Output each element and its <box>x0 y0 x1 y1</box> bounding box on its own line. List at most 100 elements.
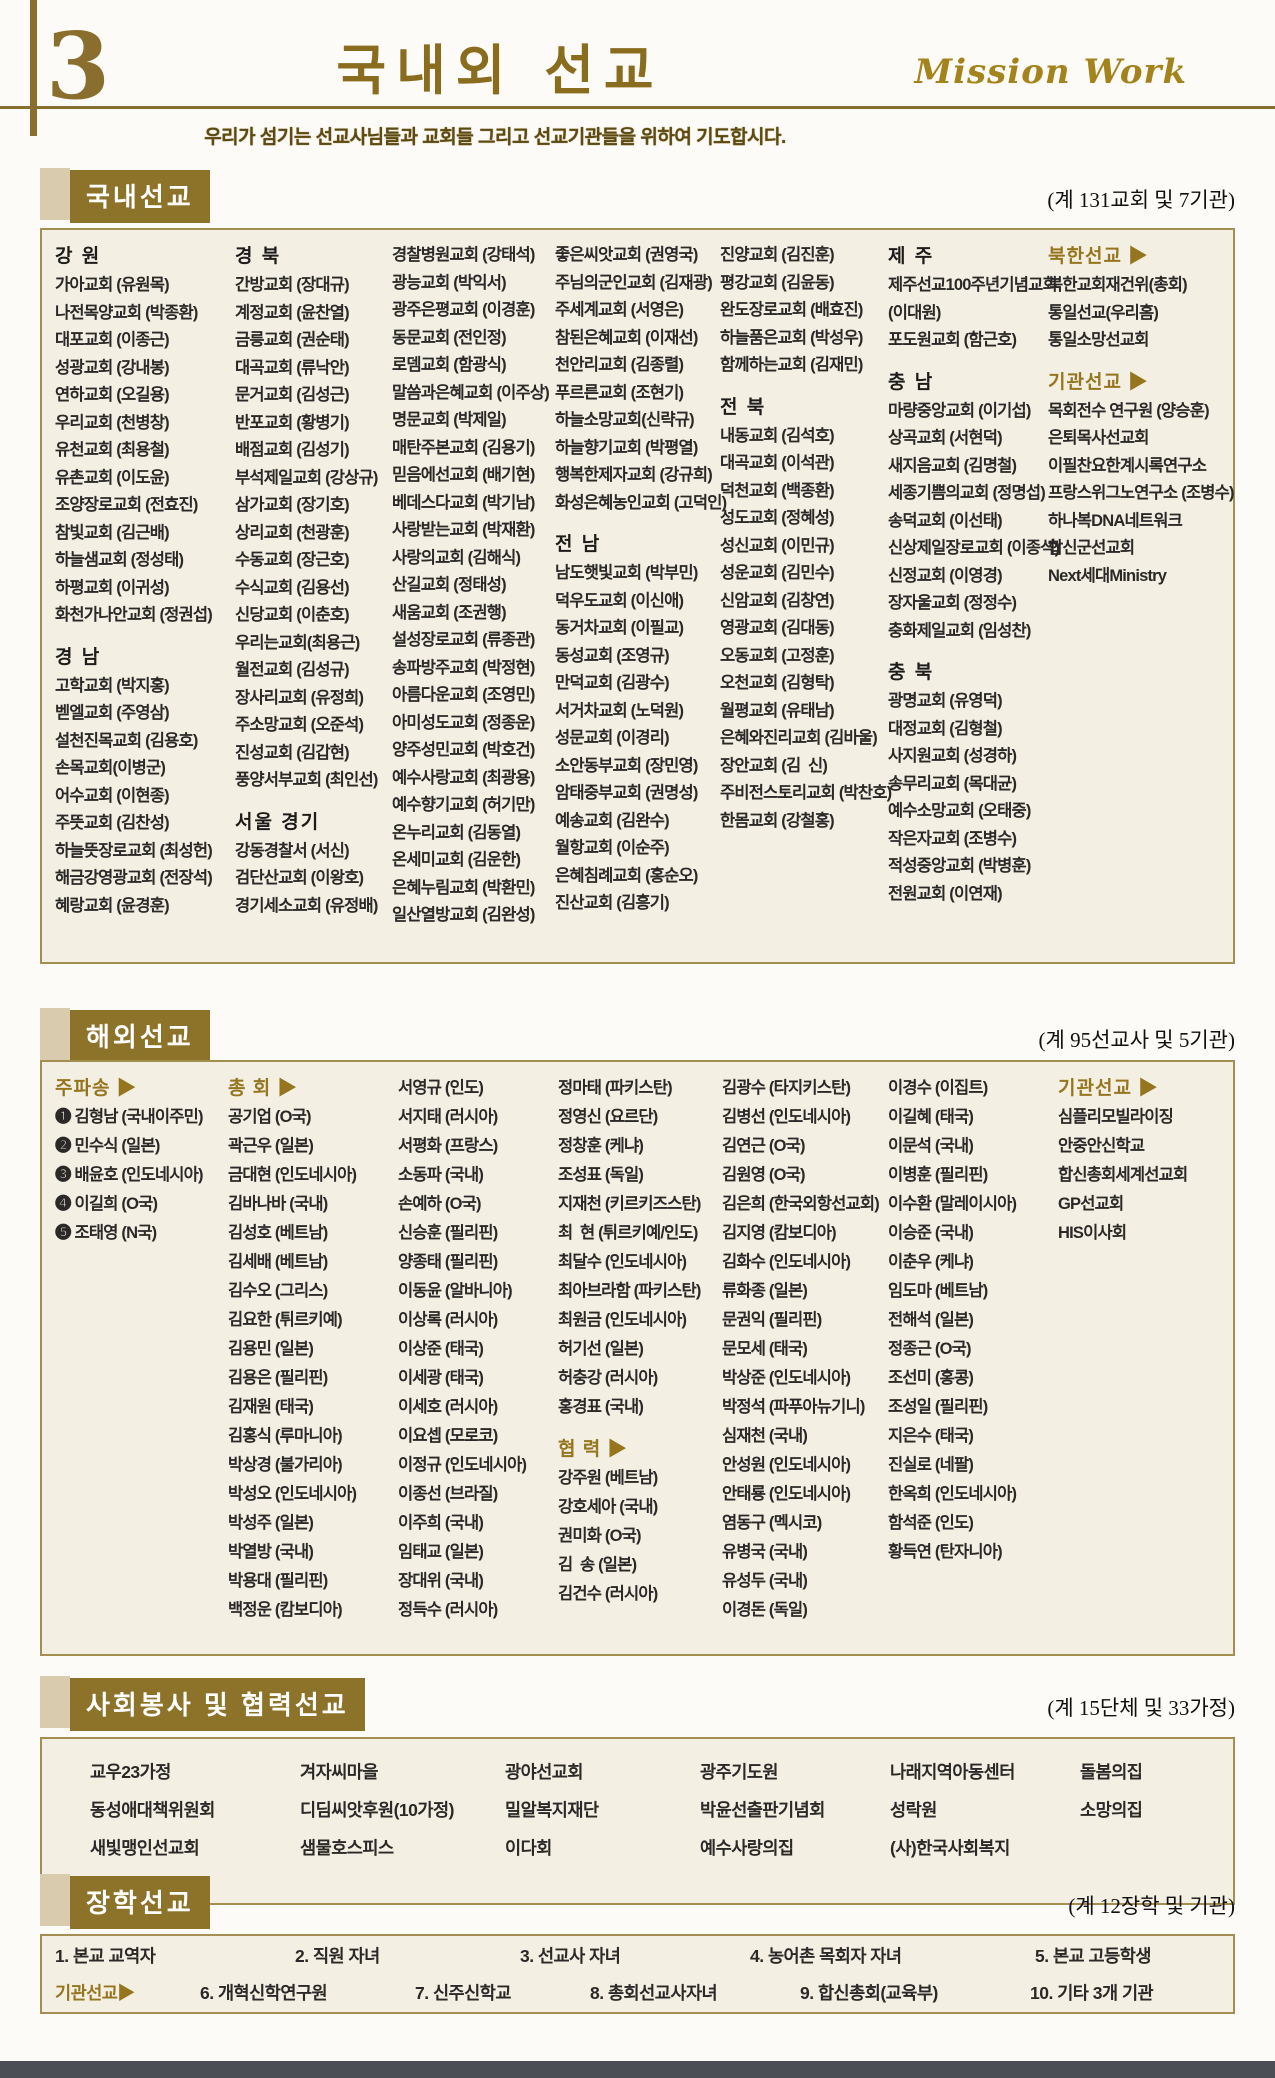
list-item: 김원영 (O국) <box>722 1166 806 1184</box>
list-item: 김홍식 (루마니아) <box>228 1427 343 1445</box>
list-item: 북한교회재건위(총회) <box>1048 276 1188 294</box>
list-group: 나래지역아동센터 성락원 (사)한국사회복지 <box>890 1753 1080 1867</box>
list-group: 기관선교 ▶ 목회전수 연구원 (양승훈) 은퇴목사선교회 이필찬요한계시록연구소 프랑… <box>1048 368 1235 591</box>
column: 광주기도원 박윤선출판기념회 예수사랑의집 <box>700 1753 890 1867</box>
group-header: 주파송 ▶ <box>55 1078 137 1099</box>
section-tab-decoration <box>40 168 70 220</box>
list-item: 홍경표 (국내) <box>558 1398 644 1416</box>
list-item: 박윤선출판기념회 <box>700 1800 825 1820</box>
group-header: 기관선교 ▶ <box>1058 1078 1159 1099</box>
list-group: 충 북 광명교회 (유영덕) 대정교회 (김형철) 사지원교회 (성경하) 송무리교회 … <box>888 658 1048 908</box>
list-item: 이상준 (태국) <box>398 1340 484 1358</box>
list-item: 덕우도교회 (이신애) <box>555 591 684 610</box>
list-item: 고학교회 (박지홍) <box>55 676 170 695</box>
list-group: 충 남 마량중앙교회 (이기섭) 상곡교회 (서현덕) 새지음교회 (김명철) 세종기쁨… <box>888 368 1060 646</box>
list-item: 일산열방교회 (김완성) <box>392 906 535 924</box>
list-item: 광명교회 (유영덕) <box>888 692 1003 710</box>
group-header: 제 주 <box>888 246 935 267</box>
group-header: 총 회 ▶ <box>228 1078 298 1099</box>
list-item: 하늘품은교회 (박성우) <box>720 328 863 347</box>
list-item: 김병선 (인도네시아) <box>722 1108 851 1126</box>
list-item: 박성오 (인도네시아) <box>228 1485 357 1503</box>
list-item: 유촌교회 (이도윤) <box>55 468 170 487</box>
list-item: 진산교회 (김흥기) <box>555 894 670 912</box>
list-item: 좋은씨앗교회 (권영국) <box>555 246 698 264</box>
list-item: 정영신 (요르단) <box>558 1108 658 1126</box>
list-item: 연하교회 (오길용) <box>55 386 170 404</box>
list-item: 프랑스위그노연구소 (조병수) <box>1048 484 1235 502</box>
list-item: 이종선 (브라질) <box>398 1485 498 1503</box>
list-item: 샘물호스피스 <box>300 1838 394 1858</box>
list-item: 성광교회 (강내봉) <box>55 358 170 377</box>
list-item: 해금강영광교회 (전장석) <box>55 869 213 887</box>
list-item: 대정교회 (김형철) <box>888 719 1003 738</box>
next-page-edge <box>0 2061 1275 2078</box>
list-item: 10. 기타 3개 기관 <box>1030 1983 1154 2003</box>
list-item: 공기업 (O국) <box>228 1108 312 1126</box>
list-item: 예수사랑의집 <box>700 1838 794 1858</box>
list-item: 안중안신학교 <box>1058 1137 1145 1155</box>
list-item: 오천교회 (김형탁) <box>720 674 835 692</box>
list-item: 조양장로교회 (전효진) <box>55 496 198 514</box>
list-item: 충화제일교회 (임성찬) <box>888 621 1031 640</box>
list-item: 참된은혜교회 (이재선) <box>555 328 698 347</box>
list-item: 2. 직원 자녀 <box>295 1946 380 1966</box>
list-item: 풍양서부교회 (최인선) <box>235 771 378 789</box>
list-item: 김연근 (O국) <box>722 1137 806 1155</box>
list-item: Next세대Ministry <box>1048 566 1167 585</box>
list-group: 김광수 (타지키스탄) 김병선 (인도네시아) 김연근 (O국) 김원영 (O국) 김은… <box>722 1074 888 1625</box>
list-item: 반포교회 (황병기) <box>235 413 350 432</box>
list-item: 이춘우 (케냐) <box>888 1253 974 1271</box>
list-item: ❹ 이길희 (O국) <box>55 1195 158 1213</box>
list-item: 아름다운교회 (조영민) <box>392 686 535 704</box>
list-item: 김화수 (인도네시아) <box>722 1253 851 1271</box>
page-title-english: Mission Work <box>914 52 1187 92</box>
list-item: 상곡교회 (서현덕) <box>888 429 1003 447</box>
list-item: 3. 선교사 자녀 <box>520 1946 621 1966</box>
list-item: ❷ 민수식 (일본) <box>55 1137 160 1155</box>
list-item: 교우23가정 <box>90 1762 171 1782</box>
list-item: 이병훈 (필리핀) <box>888 1166 988 1184</box>
list-item: 장사리교회 (유정희) <box>235 688 364 707</box>
list-item: 송무리교회 (목대균) <box>888 774 1017 793</box>
list-item: 적성중앙교회 (박병훈) <box>888 857 1031 875</box>
list-item: 겨자씨마을 <box>300 1762 379 1782</box>
list-item: 이경돈 (독일) <box>722 1601 808 1619</box>
list-item: 암태중부교회 (권명성) <box>555 784 698 802</box>
list-item: 사지원교회 (성경하) <box>888 747 1017 765</box>
group-header: 기관선교 ▶ <box>1048 371 1149 393</box>
list-item: 포도원교회 (함근호) <box>888 331 1017 349</box>
list-item: 예송교회 (김완수) <box>555 811 670 830</box>
list-item: 진성교회 (김갑현) <box>235 743 350 762</box>
list-item: 조선미 (홍콩) <box>888 1369 974 1387</box>
list-item: 경찰병원교회 (강태석) <box>392 246 535 264</box>
list-item: 대곡교회 (이석관) <box>720 454 835 472</box>
list-item: 박상경 (불가리아) <box>228 1456 343 1474</box>
list-item: 대포교회 (이종근) <box>55 331 170 349</box>
column: 북한선교 ▶ 북한교회재건위(총회) 통일선교(우리홈) 통일소망선교회 기관선교 ▶ 목… <box>1048 242 1235 591</box>
section-tab-decoration <box>40 1676 70 1728</box>
list-item: 화천가나안교회 (정권섭) <box>55 606 213 624</box>
list-item: 금대현 (인도네시아) <box>228 1166 357 1184</box>
list-item: 월전교회 (김성규) <box>235 661 350 679</box>
list-group: 경찰병원교회 (강태석) 광능교회 (박익서) 광주은평교회 (이경훈) 동문교회 (… <box>392 242 555 930</box>
list-item: 곽근우 (일본) <box>228 1137 314 1155</box>
list-item: 예수향기교회 (허기만) <box>392 796 535 814</box>
list-item: 산길교회 (정태성) <box>392 576 507 594</box>
list-item: 월항교회 (이순주) <box>555 839 670 857</box>
list-item: 손예하 (O국) <box>398 1195 482 1213</box>
list-item: 통일선교(우리홈) <box>1048 303 1159 322</box>
list-item: 김수오 (그리스) <box>228 1282 328 1300</box>
list-item: 통일소망선교회 <box>1048 331 1149 349</box>
list-item: 진양교회 (김진훈) <box>720 246 835 264</box>
list-item: 새지음교회 (김명철) <box>888 456 1017 475</box>
list-item: 가아교회 (유원목) <box>55 276 170 294</box>
list-item: 명문교회 (박제일) <box>392 411 507 429</box>
list-item: 이경수 (이집트) <box>888 1079 988 1097</box>
list-item: ❸ 배윤호 (인도네시아) <box>55 1166 204 1184</box>
list-item: 동성애대책위원회 <box>90 1800 215 1820</box>
list-group: 전 남 남도햇빛교회 (박부민) 덕우도교회 (이신애) 동거차교회 (이필교) 동성교… <box>555 530 720 918</box>
list-group: 총 회 ▶ 공기업 (O국) 곽근우 (일본) 금대현 (인도네시아) 김바나바 (국내… <box>228 1074 398 1625</box>
list-item: 새빛맹인선교회 <box>90 1838 200 1858</box>
social-service-box: 교우23가정 동성애대책위원회 새빛맹인선교회 겨자씨마을 디딤씨앗후원(10가정) 샘물… <box>40 1737 1235 1905</box>
